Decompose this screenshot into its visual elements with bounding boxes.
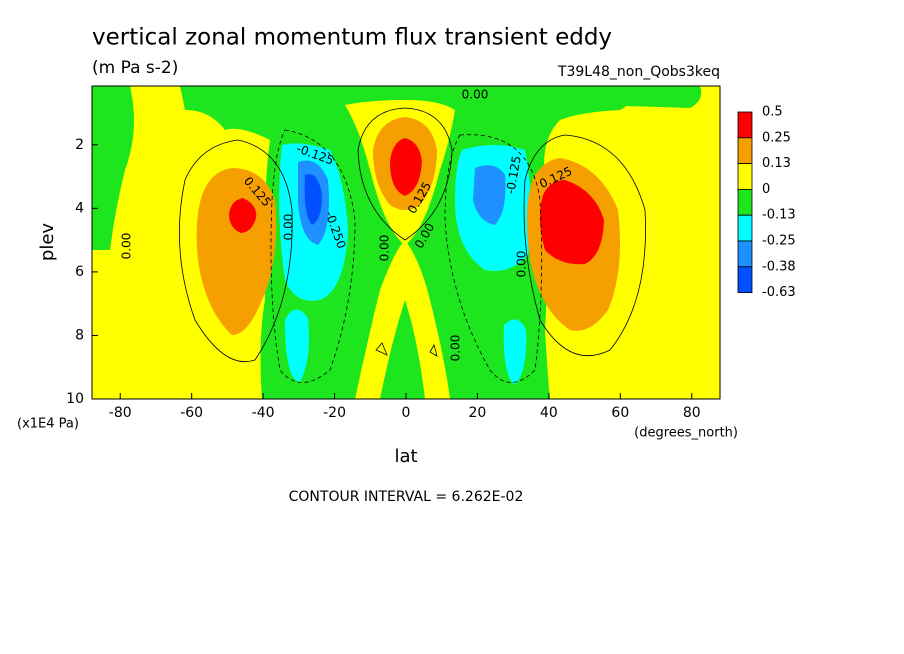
contour-fill [304, 174, 322, 225]
contour-fill [473, 165, 506, 225]
colorbar-label: 0.5 [762, 105, 783, 120]
contour-line [178, 139, 293, 362]
contour-label: 0.00 [378, 235, 392, 262]
colorbar-box [737, 163, 753, 190]
x-tick-label: -80 [109, 405, 132, 421]
y-axis-units: (x1E4 Pa) [17, 417, 79, 432]
contour-label: 0.00 [120, 233, 134, 260]
contour-line [357, 107, 453, 241]
footnote: CONTOUR INTERVAL = 6.262E-02 [289, 489, 524, 505]
colorbar-box [737, 266, 753, 293]
x-tick-label: -60 [180, 405, 203, 421]
contour-fill [196, 168, 277, 335]
colorbar-label: 0.25 [762, 130, 791, 145]
colorbar-label: -0.38 [762, 259, 796, 274]
dataset-label: T39L48_non_Qobs3keq [557, 64, 720, 80]
contour-line [270, 129, 356, 383]
contour-label: 0.00 [462, 88, 489, 102]
x-tick-label: 40 [540, 405, 558, 421]
y-tick-label: 6 [75, 264, 84, 280]
colorbar-label: -0.13 [762, 208, 796, 223]
colorbar-label: 0 [762, 182, 770, 197]
contour-fill [285, 309, 309, 382]
x-tick-label: 60 [611, 405, 629, 421]
colorbar-label: 0.13 [762, 156, 791, 171]
colorbar-box [737, 111, 753, 139]
contour-label: 0.00 [282, 214, 296, 241]
contour-fill [380, 300, 425, 399]
x-tick-label: -20 [323, 405, 346, 421]
contour-label: -0.125 [503, 155, 524, 196]
contour-fill [503, 319, 527, 385]
x-tick-label: 20 [469, 405, 487, 421]
colorbar-box [737, 188, 753, 216]
contour-fill [229, 198, 257, 233]
y-tick-label: 10 [66, 391, 84, 407]
chart-subtitle: (m Pa s-2) [92, 58, 178, 78]
colorbar-box [737, 214, 753, 242]
x-tick-label: 80 [683, 405, 701, 421]
contour-line [375, 342, 438, 357]
x-axis-units: (degrees_north) [634, 426, 738, 441]
contour-label: 0.00 [449, 335, 463, 362]
contour-label: 0.00 [515, 251, 529, 278]
y-tick-label: 8 [75, 327, 84, 343]
colorbar-label: -0.63 [762, 285, 796, 300]
x-tick-label: -40 [252, 405, 275, 421]
contour-fill [390, 138, 422, 196]
colorbar-box [737, 240, 753, 268]
y-axis-label: plev [37, 223, 58, 262]
contour-line [523, 134, 646, 357]
contour-line [444, 134, 543, 383]
colorbar-box [737, 137, 753, 165]
chart-title: vertical zonal momentum flux transient e… [92, 25, 612, 51]
x-tick-label: 0 [402, 405, 411, 421]
plot-area [92, 86, 720, 399]
contour-fill [539, 180, 604, 265]
y-tick-label: 2 [75, 137, 84, 153]
colorbar-label: -0.25 [762, 234, 796, 249]
contour-fill [92, 86, 134, 250]
y-tick-label: 4 [75, 200, 84, 216]
contour-fill [620, 86, 702, 108]
x-axis-label: lat [394, 446, 417, 467]
